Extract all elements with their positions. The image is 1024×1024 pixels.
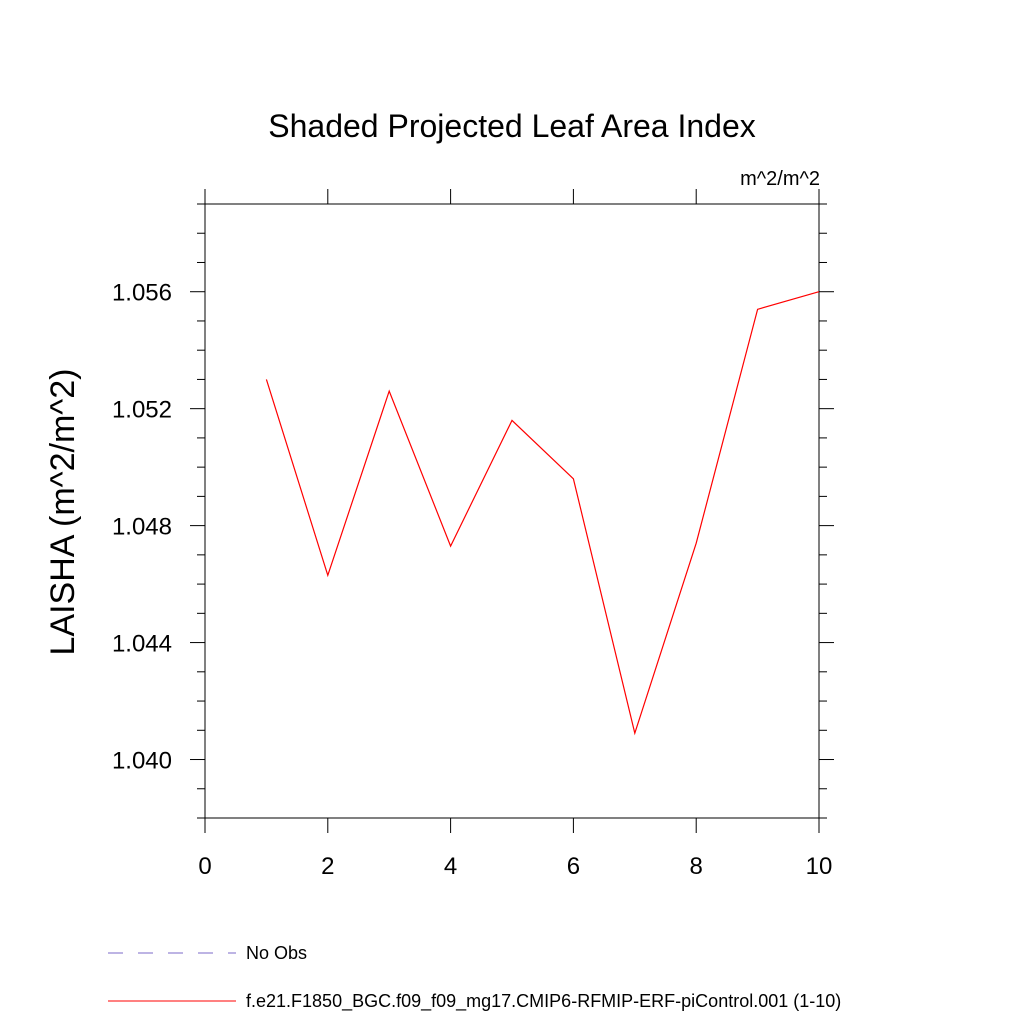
axis-ticks: 0 2 4 6 8 10 1.040 1.044 1.048 1.052 1.056 xyxy=(112,189,834,880)
series-line xyxy=(265,291,820,736)
y-tick-label: 1.052 xyxy=(112,397,172,424)
units-label: m^2/m^2 xyxy=(740,168,820,190)
plot-frame xyxy=(204,203,820,819)
x-tick-label: 8 xyxy=(690,853,703,880)
y-tick-label: 1.044 xyxy=(112,631,172,658)
legend-label: No Obs xyxy=(246,943,307,963)
x-tick-label: 10 xyxy=(806,853,833,880)
chart-title: Shaded Projected Leaf Area Index xyxy=(268,108,755,144)
legend-label: f.e21.F1850_BGC.f09_f09_mg17.CMIP6-RFMIP… xyxy=(246,991,841,1012)
y-tick-label: 1.040 xyxy=(112,748,172,775)
y-tick-label: 1.056 xyxy=(112,280,172,307)
y-axis-label: LAISHA (m^2/m^2) xyxy=(44,369,82,656)
legend: No Obs f.e21.F1850_BGC.f09_f09_mg17.CMIP6… xyxy=(108,943,841,1012)
x-tick-label: 4 xyxy=(444,853,457,880)
x-tick-label: 2 xyxy=(321,853,334,880)
x-tick-label: 6 xyxy=(567,853,580,880)
y-tick-label: 1.048 xyxy=(112,514,172,541)
x-tick-label: 0 xyxy=(198,853,211,880)
series-layer xyxy=(265,291,820,736)
